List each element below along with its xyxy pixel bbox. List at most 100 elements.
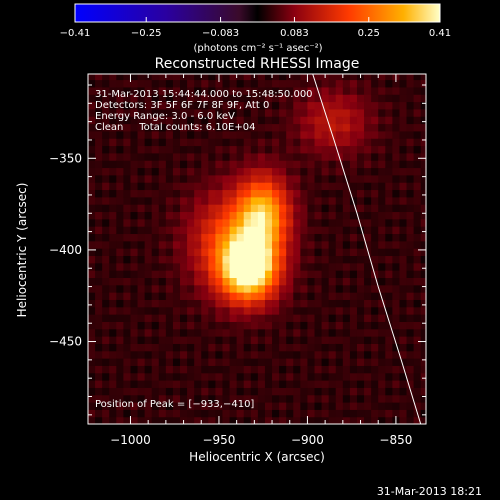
heatmap-cell	[215, 255, 224, 264]
heatmap-cell	[371, 86, 379, 95]
heatmap-cell	[158, 218, 167, 227]
heatmap-cell	[314, 226, 323, 235]
heatmap-cell	[378, 130, 386, 139]
heatmap-cell	[286, 116, 294, 125]
heatmap-cell	[406, 152, 415, 161]
heatmap-cell	[378, 204, 386, 213]
heatmap-cell	[187, 138, 195, 147]
heatmap-cell	[95, 299, 103, 308]
heatmap-cell	[286, 402, 294, 410]
heatmap-cell	[243, 74, 252, 81]
heatmap-cell	[180, 240, 188, 249]
heatmap-cell	[272, 116, 280, 125]
heatmap-cell	[307, 138, 316, 147]
heatmap-cell	[413, 336, 422, 344]
heatmap-cell	[371, 204, 379, 213]
heatmap-cell	[187, 174, 195, 183]
heatmap-cell	[102, 336, 110, 344]
heatmap-cell	[307, 277, 316, 286]
heatmap-cell	[88, 328, 96, 337]
heatmap-cell	[399, 74, 408, 81]
x-tick-label: −1000	[110, 433, 151, 447]
heatmap-cell	[356, 343, 365, 352]
heatmap-cell	[385, 358, 393, 366]
heatmap-cell	[300, 123, 309, 132]
heatmap-cell	[286, 365, 294, 374]
heatmap-cell	[257, 196, 266, 205]
heatmap-cell	[378, 365, 386, 374]
heatmap-cell	[371, 314, 379, 322]
heatmap-cell	[399, 86, 408, 95]
heatmap-cell	[180, 380, 188, 388]
heatmap-cell	[116, 372, 124, 381]
heatmap-cell	[257, 277, 266, 286]
heatmap-cell	[385, 152, 393, 161]
heatmap-cell	[222, 402, 231, 410]
heatmap-cell	[172, 138, 181, 147]
heatmap-cell	[243, 145, 252, 154]
heatmap-cell	[385, 365, 393, 374]
heatmap-cell	[406, 116, 415, 125]
heatmap-cell	[356, 314, 365, 322]
heatmap-cell	[222, 380, 231, 388]
heatmap-cell	[250, 402, 259, 410]
heatmap-cell	[413, 101, 422, 110]
heatmap-cell	[250, 380, 259, 388]
heatmap-cell	[88, 204, 96, 213]
heatmap-cell	[187, 145, 195, 154]
heatmap-cell	[300, 380, 309, 388]
heatmap-cell	[144, 365, 153, 374]
heatmap-cell	[257, 328, 266, 337]
heatmap-cell	[229, 152, 238, 161]
heatmap-cell	[356, 204, 365, 213]
heatmap-cell	[356, 402, 365, 410]
heatmap-cell	[158, 116, 167, 125]
heatmap-cell	[109, 211, 117, 220]
heatmap-cell	[123, 343, 132, 352]
heatmap-cell	[144, 116, 153, 125]
heatmap-cell	[172, 174, 181, 183]
heatmap-cell	[222, 116, 231, 125]
heatmap-cell	[300, 336, 309, 344]
heatmap-cell	[349, 394, 358, 403]
heatmap-cell	[236, 409, 245, 418]
heatmap-cell	[151, 116, 160, 125]
heatmap-cell	[406, 79, 415, 88]
heatmap-cell	[356, 145, 365, 154]
heatmap-cell	[349, 152, 358, 161]
heatmap-cell	[95, 108, 103, 117]
heatmap-cell	[222, 262, 231, 271]
heatmap-cell	[102, 160, 110, 169]
heatmap-cell	[222, 358, 231, 366]
heatmap-cell	[264, 130, 273, 139]
heatmap-cell	[187, 189, 195, 198]
heatmap-cell	[243, 160, 252, 169]
heatmap-cell	[88, 74, 96, 81]
heatmap-cell	[279, 182, 287, 191]
heatmap-cell	[413, 79, 422, 88]
heatmap-cell	[229, 292, 238, 300]
heatmap-cell	[215, 292, 224, 300]
heatmap-cell	[385, 226, 393, 235]
heatmap-cell	[165, 189, 174, 198]
heatmap-cell	[109, 86, 117, 95]
heatmap-cell	[95, 138, 103, 147]
heatmap-cell	[208, 292, 217, 300]
heatmap-cell	[364, 167, 372, 176]
heatmap-cell	[314, 182, 323, 191]
heatmap-cell	[215, 277, 224, 286]
heatmap-cell	[130, 138, 139, 147]
heatmap-cell	[314, 248, 323, 257]
heatmap-cell	[272, 321, 280, 330]
heatmap-cell	[116, 123, 124, 132]
heatmap-cell	[257, 292, 266, 300]
heatmap-cell	[293, 387, 301, 396]
heatmap-cell	[420, 387, 426, 396]
heatmap-cell	[307, 409, 316, 418]
heatmap-cell	[378, 380, 386, 388]
heatmap-cell	[215, 196, 224, 205]
heatmap-cell	[172, 116, 181, 125]
heatmap-cell	[378, 116, 386, 125]
heatmap-cell	[371, 387, 379, 396]
heatmap-cell	[165, 409, 174, 418]
